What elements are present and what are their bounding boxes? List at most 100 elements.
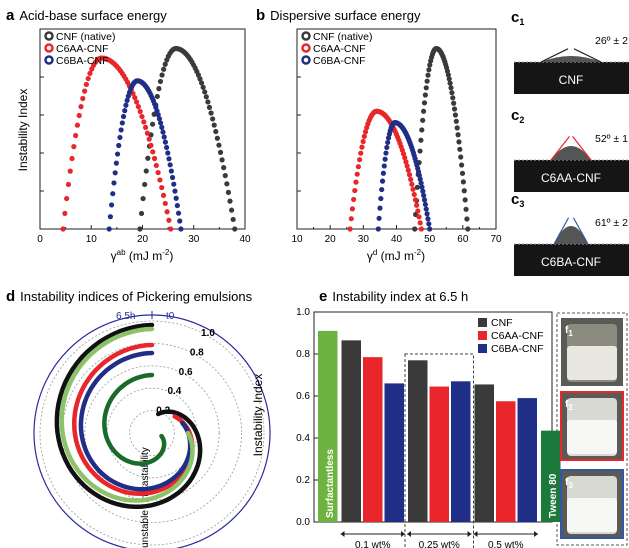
plot-b-point-1	[408, 176, 414, 183]
plot-b-point-2	[379, 178, 386, 184]
polar-curve-1	[72, 342, 195, 496]
plot-a-xtick-label: 30	[188, 234, 200, 245]
plot-b-point-0	[456, 139, 462, 145]
bar-9	[517, 398, 537, 522]
plot-b-point-0	[464, 216, 470, 222]
plot-a-xlabel: γab (mJ m-2)	[111, 248, 174, 263]
plot-a-point-2	[108, 202, 115, 208]
polar-curve-0	[54, 322, 203, 510]
plot-a-point-2	[112, 170, 118, 176]
plot-b-point-0	[455, 132, 461, 138]
polar-curve-4	[59, 326, 195, 503]
contact-sample-label: C6BA-CNF	[541, 255, 601, 269]
plot-a-point-0	[197, 76, 203, 82]
polar-ring-label: 1.0	[201, 328, 215, 339]
group-arrow-head	[401, 531, 405, 537]
plot-b-point-0	[427, 62, 433, 68]
group-arrow-head	[407, 531, 411, 537]
plot-b-point-0	[445, 72, 451, 78]
plot-b-point-1	[349, 206, 356, 212]
plot-b-point-1	[417, 220, 423, 226]
plot-a-point-0	[210, 116, 216, 122]
plot-a-point-1	[64, 195, 70, 202]
plot-a-point-1	[83, 81, 89, 88]
plot-a-point-0	[142, 181, 148, 188]
plot-a-point-0	[213, 128, 219, 135]
group-arrow-head	[473, 531, 478, 537]
plot-a-point-2	[119, 120, 125, 126]
plot-a-point-2	[178, 226, 184, 232]
plot-b-point-2	[378, 195, 384, 202]
plot-a-legend-marker	[44, 31, 54, 41]
plot-a-point-0	[232, 226, 238, 232]
plot-b-point-2	[421, 197, 428, 203]
plot-b-point-0	[451, 106, 458, 112]
droplet	[551, 146, 591, 160]
plot-a-point-2	[107, 214, 113, 220]
plot-a-point-2	[175, 210, 182, 216]
group-arrow-head	[467, 531, 472, 537]
plot-b-point-2	[427, 226, 433, 232]
plot-a-legend-label: C6AA-CNF	[56, 43, 109, 55]
plot-a-point-1	[74, 122, 81, 128]
polar-grid-ring	[129, 410, 175, 456]
panel-d-title: d Instability indices of Pickering emulsi…	[6, 288, 253, 305]
plot-a-point-2	[171, 181, 177, 187]
plot-a-xtick-label: 40	[239, 234, 251, 245]
plot-b-point-2	[418, 180, 424, 186]
plot-a-point-0	[203, 94, 209, 100]
group-arrow-head	[340, 531, 345, 537]
plot-b-point-0	[422, 92, 428, 98]
plot-a-point-0	[217, 149, 224, 155]
panel-a-title: a Acid-base surface energy	[6, 7, 167, 24]
plot-b-point-0	[451, 100, 457, 106]
plot-a-point-1	[159, 184, 165, 191]
bar-ytick-label: 0.2	[296, 475, 310, 486]
photo-group-frame	[556, 312, 628, 546]
plot-a-point-1	[71, 144, 77, 150]
plot-a-point-1	[148, 142, 154, 148]
contact-photo-substrate	[514, 244, 629, 276]
photo-label: f3	[565, 477, 573, 490]
plot-a-point-1	[76, 112, 82, 119]
plot-a-point-1	[78, 104, 84, 110]
polar-ring-label: 0.8	[190, 347, 204, 358]
plot-a-point-1	[168, 226, 174, 232]
bar-1	[341, 340, 361, 522]
plot-a-point-2	[118, 127, 124, 133]
bar-8	[496, 401, 516, 522]
plot-a-legend-marker	[44, 43, 54, 53]
plot-a-point-0	[228, 207, 235, 213]
photo-label: f2	[565, 399, 573, 412]
plot-a-point-2	[158, 120, 164, 126]
plot-b-point-2	[375, 226, 381, 232]
plot-b-point-0	[454, 125, 460, 131]
bar-inner-label: Surfactantless	[325, 449, 336, 518]
plot-a-point-1	[142, 124, 149, 130]
bar-chart: 0.0 0.2 0.4 0.6 0.8 1.0 Surfactantless Tween 80…	[296, 307, 561, 548]
plot-b-point-0	[459, 162, 465, 168]
bar-legend-label: CNF	[491, 317, 513, 329]
bar-3	[384, 383, 404, 522]
plot-b-point-0	[420, 108, 427, 114]
bar-ytick-label: 0.6	[296, 391, 310, 402]
plot-a-point-2	[166, 156, 172, 162]
plot-b-point-2	[377, 205, 383, 211]
contact-angle-value: 26º ± 2	[595, 35, 628, 47]
plot-a-point-2	[173, 195, 179, 201]
panel-e: e Instability index at 6.5 h Instability …	[251, 288, 561, 548]
panel-a: a Acid-base surface energy Instability In…	[6, 7, 251, 263]
plot-b-xticks: 10 20 30 40 50 60 70	[291, 76, 502, 245]
plot-b-point-1	[356, 157, 363, 163]
plot-a-point-1	[67, 168, 73, 174]
plot-b-point-1	[404, 163, 410, 169]
plot-b-point-2	[425, 216, 431, 222]
plot-b-point-0	[424, 78, 430, 84]
plot-b-point-2	[381, 163, 387, 169]
plot-a-point-1	[162, 200, 168, 207]
plot-a-point-1	[164, 209, 170, 215]
plot-b-point-1	[405, 167, 411, 173]
plot-b-point-0	[458, 154, 464, 160]
plot-a-point-1	[144, 130, 150, 136]
plot-b-point-0	[462, 197, 468, 203]
